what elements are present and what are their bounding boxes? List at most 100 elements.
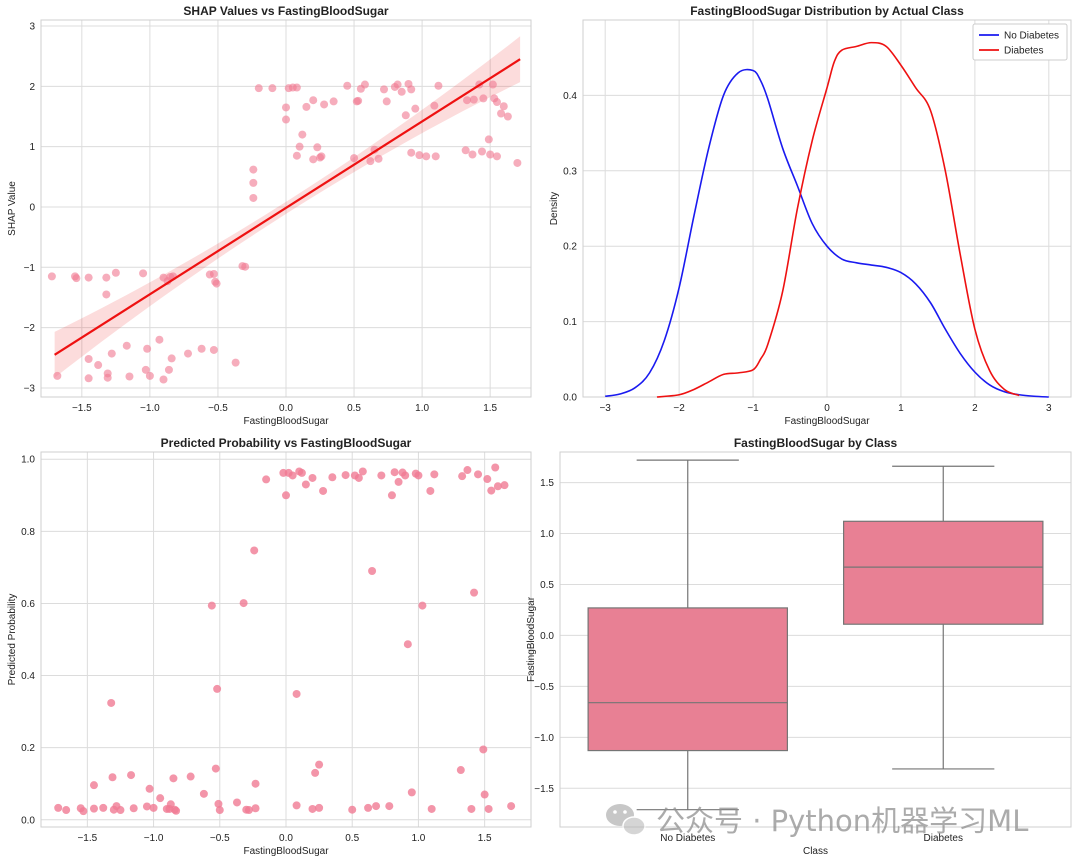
y-tick-label: −1.5 bbox=[534, 784, 554, 795]
scatter-point bbox=[497, 109, 506, 118]
scatter-point bbox=[463, 466, 472, 475]
x-tick-label: 0.5 bbox=[347, 403, 361, 414]
scatter-point bbox=[418, 601, 427, 610]
scatter-point bbox=[480, 790, 489, 799]
scatter-point bbox=[411, 104, 420, 113]
scatter-point bbox=[456, 766, 465, 775]
scatter-point bbox=[492, 152, 501, 161]
scatter-point bbox=[155, 335, 164, 344]
scatter-point bbox=[239, 599, 248, 608]
scatter-point bbox=[463, 96, 472, 105]
scatter-point bbox=[292, 801, 301, 810]
wechat-eye bbox=[613, 810, 617, 814]
scatter-point bbox=[426, 486, 435, 495]
scatter-point bbox=[122, 341, 131, 350]
regression-line bbox=[54, 58, 521, 356]
y-tick-label: 0.2 bbox=[563, 242, 577, 253]
scatter-point bbox=[125, 372, 134, 381]
wechat-bubble-small bbox=[622, 816, 646, 836]
scatter-point bbox=[380, 85, 388, 94]
x-tick-label: −0.5 bbox=[210, 833, 230, 844]
scatter-point bbox=[292, 689, 301, 698]
y-tick-label: 0.6 bbox=[21, 599, 35, 610]
legend: No Diabetes Diabetes bbox=[972, 23, 1068, 61]
scatter-point bbox=[484, 135, 493, 144]
box-group bbox=[587, 459, 788, 811]
scatter-point bbox=[350, 154, 359, 163]
scatter-point bbox=[492, 98, 501, 107]
scatter-point bbox=[387, 491, 396, 500]
scatter-point bbox=[401, 471, 410, 480]
scatter-point bbox=[241, 262, 250, 271]
wechat-eye bbox=[623, 810, 627, 814]
y-axis-label: SHAP Value bbox=[7, 181, 18, 236]
scatter-point bbox=[282, 115, 290, 124]
scatter-point bbox=[302, 102, 311, 111]
scatter-point bbox=[129, 804, 138, 813]
box bbox=[587, 607, 788, 752]
scatter-point bbox=[197, 344, 206, 353]
scatter-point bbox=[231, 358, 240, 367]
scatter-point bbox=[103, 373, 112, 382]
scatter-point bbox=[483, 475, 492, 484]
scatter-point bbox=[215, 806, 224, 815]
y-tick-label: 1.0 bbox=[540, 529, 554, 540]
scatter-point bbox=[89, 781, 98, 790]
scatter-point bbox=[348, 805, 357, 814]
scatter-point bbox=[329, 97, 338, 106]
x-tick-label: 1 bbox=[898, 403, 904, 414]
x-tick-label: 1.5 bbox=[483, 403, 497, 414]
scatter-point bbox=[99, 803, 108, 812]
scatter-point bbox=[319, 486, 328, 495]
scatter-point bbox=[431, 152, 440, 161]
x-tick-label: 1.0 bbox=[415, 403, 429, 414]
scatter-point bbox=[142, 802, 151, 811]
scatter-point bbox=[214, 799, 223, 808]
y-tick-label: −2 bbox=[24, 323, 36, 334]
scatter-point bbox=[295, 142, 304, 151]
scatter-point bbox=[127, 771, 136, 780]
scatter-point bbox=[249, 193, 258, 202]
x-tick-label: 1.0 bbox=[411, 833, 425, 844]
legend-box bbox=[972, 23, 1068, 61]
scatter-point bbox=[430, 470, 439, 479]
x-tick-label: −3 bbox=[599, 403, 611, 414]
scatter-point bbox=[414, 471, 423, 480]
scatter-point bbox=[372, 802, 381, 811]
watermark-text: 公众号 · Python机器学习ML bbox=[656, 804, 1028, 838]
scatter-point bbox=[487, 486, 496, 495]
x-tick-label: 0.0 bbox=[279, 403, 293, 414]
scatter-point bbox=[251, 804, 260, 813]
scatter-point bbox=[250, 546, 259, 555]
scatter-point bbox=[317, 152, 326, 161]
scatter-point bbox=[343, 81, 352, 90]
boxplot-panel: −1.5 −1.0 −0.5 0.0 0.5 1.0 1.5 FastingBloodSuga… bbox=[526, 436, 1072, 857]
scatter-point bbox=[397, 87, 406, 96]
scatter-point bbox=[461, 146, 470, 155]
chart-title: FastingBloodSugar by Class bbox=[734, 436, 898, 450]
scatter-point bbox=[407, 148, 416, 157]
scatter-point bbox=[297, 468, 306, 477]
x-axis-label: FastingBloodSugar bbox=[243, 416, 329, 427]
scatter-point bbox=[366, 157, 375, 166]
box bbox=[843, 520, 1044, 625]
scatter-point bbox=[341, 471, 350, 480]
scatter-point bbox=[500, 481, 509, 490]
scatter-point bbox=[54, 803, 63, 812]
y-tick-label: 0.0 bbox=[540, 631, 554, 642]
scatter-point bbox=[309, 96, 318, 105]
scatter-point bbox=[311, 768, 320, 777]
y-tick-label: −1.0 bbox=[534, 733, 554, 744]
scatter-point bbox=[244, 806, 253, 815]
watermark: 公众号 · Python机器学习ML bbox=[606, 804, 1028, 838]
scatter-point bbox=[407, 788, 416, 797]
scatter-point bbox=[145, 371, 154, 380]
scatter-point bbox=[486, 150, 495, 159]
scatter-point bbox=[368, 566, 377, 575]
scatter-point bbox=[309, 155, 318, 164]
y-tick-label: 0.3 bbox=[563, 166, 577, 177]
scatter-point bbox=[415, 151, 424, 160]
scatter-point bbox=[212, 279, 221, 288]
plot-border bbox=[582, 19, 1072, 398]
scatter-point bbox=[143, 344, 152, 353]
